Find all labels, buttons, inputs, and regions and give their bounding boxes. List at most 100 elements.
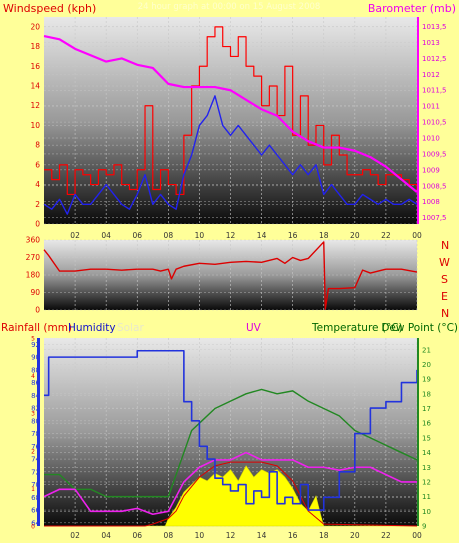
humidity-axis-label: Humidity xyxy=(68,322,116,334)
right-tick-label: 19 xyxy=(422,376,431,384)
left-tick-label: 70 xyxy=(31,481,40,489)
left-tick-label: 72 xyxy=(31,468,40,476)
x-tick-label: 18 xyxy=(319,531,329,540)
left-tick-label: 14 xyxy=(30,82,40,91)
left-tick-label: 66 xyxy=(31,507,40,515)
rain-tick-label: 5 xyxy=(31,336,35,343)
right-tick-label: 1009 xyxy=(422,166,440,174)
left-tick-label: 90 xyxy=(31,354,40,362)
humidity-axis-bar xyxy=(37,338,40,526)
left-tick-label: 360 xyxy=(26,236,41,245)
left-tick-label: 86 xyxy=(31,379,40,387)
left-tick-label: 78 xyxy=(31,430,40,438)
barometer-axis-bar xyxy=(417,17,419,224)
graph-title: 24 hour graph at 00:00 on 15 August 2008 xyxy=(138,2,321,12)
compass-n-top: N xyxy=(441,239,449,252)
x-tick-label: 12 xyxy=(226,531,236,540)
x-tick-label: 06 xyxy=(132,231,142,240)
left-tick-label: 80 xyxy=(31,417,40,425)
right-tick-label: 1008,5 xyxy=(422,182,447,190)
right-tick-label: 1012 xyxy=(422,71,440,79)
compass-e: E xyxy=(441,290,448,303)
right-tick-label: 1011,5 xyxy=(422,87,447,95)
left-tick-label: 90 xyxy=(30,288,40,297)
left-tick-label: 84 xyxy=(31,392,40,400)
right-tick-label: 1010,5 xyxy=(422,119,447,127)
x-tick-label: 22 xyxy=(381,531,391,540)
rain-tick-label: 4 xyxy=(31,373,35,380)
x-tick-label: 04 xyxy=(101,531,111,540)
right-tick-label: 1007,5 xyxy=(422,214,447,222)
left-tick-label: 270 xyxy=(26,253,41,262)
right-tick-label: 1010 xyxy=(422,135,440,143)
x-tick-label: 08 xyxy=(164,531,174,540)
x-tick-label: 02 xyxy=(70,231,80,240)
series-wind-direction xyxy=(43,241,418,310)
temperature-axis-label: Temperature (°C) xyxy=(311,322,403,334)
right-tick-label: 20 xyxy=(422,361,431,369)
x-tick-label: 10 xyxy=(195,531,205,540)
series-layer xyxy=(43,26,418,527)
right-tick-label: 13 xyxy=(422,464,431,472)
left-tick-label: 12 xyxy=(30,101,40,110)
series-windspeed xyxy=(43,95,418,215)
series-barometer xyxy=(43,35,418,194)
x-tick-label: 14 xyxy=(257,531,267,540)
rainfall-axis-label: Rainfall (mm) xyxy=(1,322,72,334)
x-tick-label: 02 xyxy=(70,531,80,540)
compass-s: S xyxy=(441,273,448,286)
x-tick-label: 06 xyxy=(132,531,142,540)
left-tick-label: 88 xyxy=(31,366,40,374)
temperature-axis-bar xyxy=(417,338,419,526)
x-tick-label: 12 xyxy=(226,231,236,240)
right-tick-label: 11 xyxy=(422,493,431,501)
series-windspeed-gust xyxy=(44,26,418,196)
left-tick-label: 0 xyxy=(35,306,40,315)
left-tick-label: 76 xyxy=(31,443,40,451)
left-tick-label: 6 xyxy=(35,160,40,169)
rain-tick-label: 1 xyxy=(31,486,35,493)
solar-fill-layer xyxy=(44,465,417,527)
left-tick-label: 16 xyxy=(30,62,40,71)
left-tick-label: 74 xyxy=(31,456,40,464)
left-tick-label: 20 xyxy=(30,22,40,31)
right-tick-label: 18 xyxy=(422,390,431,398)
x-tick-label: 16 xyxy=(288,531,298,540)
left-tick-label: 8 xyxy=(35,141,40,150)
x-tick-label: 14 xyxy=(257,231,267,240)
direction-plot-area xyxy=(44,240,417,310)
uv-axis-label: UV xyxy=(246,322,262,334)
left-tick-label: 82 xyxy=(31,405,40,413)
x-tick-label: 20 xyxy=(350,231,360,240)
rain-tick-label: 0 xyxy=(31,524,35,531)
left-tick-label: 0 xyxy=(35,220,40,229)
series-temperature xyxy=(44,388,418,498)
windspeed-axis-label: Windspeed (kph) xyxy=(3,2,96,15)
dewpoint-axis-label: Dew Point (°C) xyxy=(381,322,458,334)
right-tick-label: 21 xyxy=(422,346,431,354)
solar-axis-label: Solar xyxy=(117,322,144,334)
right-tick-label: 17 xyxy=(422,405,431,413)
right-tick-label: 9 xyxy=(422,523,426,531)
x-tick-label: 16 xyxy=(288,231,298,240)
left-tick-label: 18 xyxy=(30,42,40,51)
x-tick-label: 18 xyxy=(319,231,329,240)
right-tick-label: 1011 xyxy=(422,103,440,111)
barometer-axis-label: Barometer (mb) xyxy=(368,2,456,15)
right-tick-label: 14 xyxy=(422,449,431,457)
x-tick-label: 10 xyxy=(195,231,205,240)
right-tick-label: 1009,5 xyxy=(422,150,447,158)
left-tick-label: 10 xyxy=(30,121,40,130)
x-tick-label: 00 xyxy=(412,531,422,540)
x-tick-label: 22 xyxy=(381,231,391,240)
left-tick-label: 2 xyxy=(35,200,40,209)
right-tick-label: 1013,5 xyxy=(422,23,447,31)
left-tick-label: 64 xyxy=(31,519,40,527)
rain-tick-label: 2 xyxy=(31,448,35,455)
x-tick-label: 20 xyxy=(350,531,360,540)
x-tick-label: 08 xyxy=(164,231,174,240)
compass-n-bottom: N xyxy=(441,307,449,320)
x-tick-label: 00 xyxy=(412,231,422,240)
right-tick-label: 15 xyxy=(422,434,431,442)
series-humidity xyxy=(44,349,418,511)
